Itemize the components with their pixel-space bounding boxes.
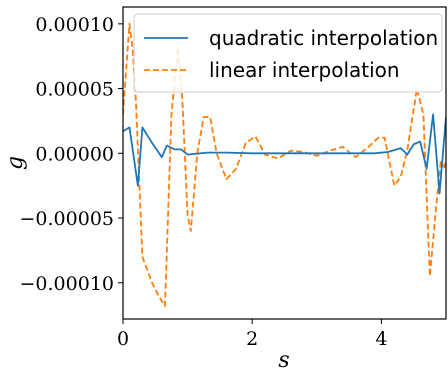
series-line-linear [123,22,446,307]
y-tick-label: −0.00005 [20,208,115,230]
x-tick-label: 2 [246,328,258,350]
legend-label-quadratic: quadratic interpolation [209,26,438,50]
y-tick-label: 0.00000 [35,143,114,165]
y-axis-label: g [3,156,28,170]
legend-box [133,13,443,93]
x-axis: 0 2 4 [117,319,387,350]
series-line-quadratic [123,113,446,195]
series-layer [123,22,446,307]
plot-frame [122,6,447,320]
y-tick-label: 0.00005 [35,79,114,101]
legend-label-linear: linear interpolation [209,58,400,82]
legend: quadratic interpolation linear interpola… [133,13,443,93]
x-axis-label: s [278,348,289,372]
y-tick-label: 0.00010 [35,14,114,36]
y-tick-label: −0.00010 [20,273,115,295]
x-tick-label: 0 [117,328,129,350]
y-axis: 0.00010 0.00005 0.00000 −0.00005 −0.00010 [20,14,123,295]
x-tick-label: 4 [375,328,387,350]
